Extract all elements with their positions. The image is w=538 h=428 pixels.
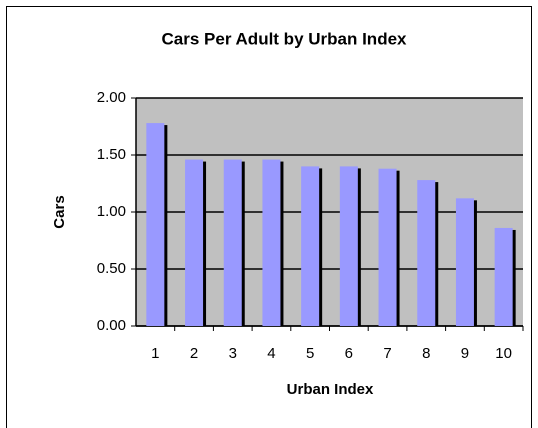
chart-title: Cars Per Adult by Urban Index bbox=[162, 29, 408, 48]
x-tick-label: 2 bbox=[190, 345, 198, 362]
x-tick-label: 7 bbox=[383, 345, 391, 362]
bar bbox=[223, 159, 242, 326]
bar bbox=[378, 168, 397, 326]
bar bbox=[417, 180, 436, 326]
y-tick-label: 0.50 bbox=[97, 260, 126, 277]
bar bbox=[185, 159, 204, 326]
bar bbox=[455, 198, 474, 326]
y-tick-label: 0.00 bbox=[97, 317, 126, 334]
bar bbox=[301, 166, 320, 326]
x-tick-label: 6 bbox=[345, 345, 353, 362]
y-tick-label: 1.50 bbox=[97, 146, 126, 163]
x-tick-label: 1 bbox=[151, 345, 159, 362]
x-tick-label: 10 bbox=[495, 345, 512, 362]
y-axis-label: Cars bbox=[51, 195, 68, 228]
bar bbox=[339, 166, 358, 326]
x-tick-label: 9 bbox=[461, 345, 469, 362]
x-tick-label: 8 bbox=[422, 345, 430, 362]
bar bbox=[262, 159, 281, 326]
y-tick-label: 1.00 bbox=[97, 203, 126, 220]
x-axis-label: Urban Index bbox=[287, 381, 374, 398]
y-tick-label: 2.00 bbox=[97, 89, 126, 106]
x-tick-label: 4 bbox=[267, 345, 275, 362]
x-tick-label: 5 bbox=[306, 345, 314, 362]
bar bbox=[494, 227, 513, 326]
bar bbox=[146, 123, 165, 326]
x-tick-label: 3 bbox=[229, 345, 237, 362]
